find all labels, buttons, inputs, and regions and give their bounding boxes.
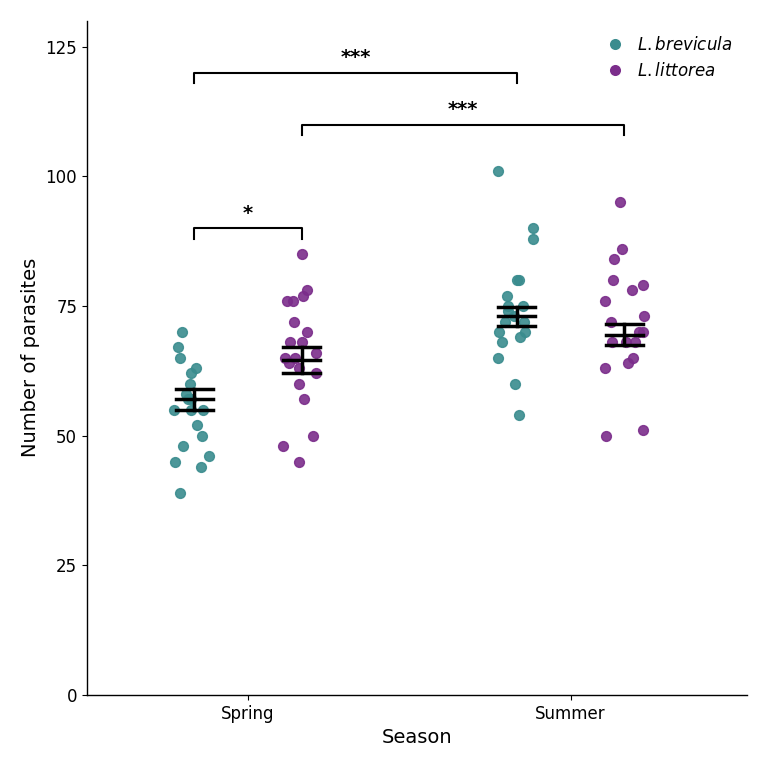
- Point: [492, 352, 505, 364]
- Y-axis label: Number of parasites: Number of parasites: [21, 258, 40, 458]
- Point: [502, 305, 514, 317]
- Point: [511, 274, 524, 286]
- Point: [279, 352, 291, 364]
- Point: [174, 487, 186, 499]
- Point: [515, 331, 527, 343]
- Point: [607, 274, 619, 286]
- Point: [185, 393, 197, 406]
- Point: [606, 336, 618, 349]
- Point: [168, 403, 180, 415]
- Point: [204, 450, 216, 462]
- Point: [310, 367, 322, 379]
- Point: [492, 165, 504, 177]
- X-axis label: Season: Season: [382, 728, 452, 747]
- Point: [196, 429, 208, 442]
- Point: [300, 284, 313, 296]
- Point: [633, 326, 645, 338]
- Point: [527, 222, 539, 234]
- Text: ***: ***: [340, 48, 371, 68]
- Point: [637, 326, 649, 338]
- Point: [293, 378, 306, 390]
- Point: [180, 388, 193, 400]
- Point: [289, 352, 301, 364]
- Point: [281, 295, 293, 307]
- Point: [169, 455, 181, 468]
- Point: [310, 346, 322, 359]
- Point: [197, 403, 210, 415]
- Point: [182, 393, 194, 406]
- Point: [495, 336, 508, 349]
- Point: [600, 429, 612, 442]
- Point: [286, 295, 299, 307]
- Point: [185, 403, 197, 415]
- Point: [508, 310, 521, 323]
- Point: [637, 310, 650, 323]
- Point: [284, 336, 296, 349]
- Point: [172, 341, 184, 353]
- Point: [626, 284, 638, 296]
- Point: [604, 316, 617, 328]
- Point: [616, 243, 628, 255]
- Point: [502, 300, 515, 312]
- Point: [499, 316, 511, 328]
- Point: [614, 196, 626, 208]
- Point: [300, 326, 313, 338]
- Point: [598, 295, 611, 307]
- Point: [298, 393, 310, 406]
- Point: [608, 253, 621, 266]
- Point: [190, 362, 202, 374]
- Text: *: *: [243, 204, 253, 223]
- Point: [518, 316, 530, 328]
- Point: [293, 455, 306, 468]
- Point: [622, 357, 634, 369]
- Point: [519, 326, 531, 338]
- Point: [513, 274, 525, 286]
- Point: [637, 279, 650, 291]
- Point: [296, 248, 309, 260]
- Point: [283, 357, 296, 369]
- Point: [620, 336, 632, 349]
- Point: [627, 352, 639, 364]
- Point: [190, 419, 203, 432]
- Point: [297, 290, 310, 302]
- Point: [501, 290, 513, 302]
- Point: [307, 429, 319, 442]
- Point: [493, 326, 505, 338]
- Text: ***: ***: [448, 101, 478, 119]
- Point: [598, 362, 611, 374]
- Point: [509, 378, 521, 390]
- Point: [293, 362, 305, 374]
- Point: [174, 352, 187, 364]
- Point: [629, 336, 641, 349]
- Legend: $\it{L.brevicula}$, $\it{L.littorea}$: $\it{L.brevicula}$, $\it{L.littorea}$: [592, 29, 739, 87]
- Point: [184, 378, 197, 390]
- Point: [517, 300, 529, 312]
- Point: [276, 440, 289, 452]
- Point: [185, 367, 197, 379]
- Point: [176, 326, 188, 338]
- Point: [195, 461, 207, 473]
- Point: [526, 233, 538, 245]
- Point: [296, 336, 308, 349]
- Point: [288, 316, 300, 328]
- Point: [177, 440, 189, 452]
- Point: [637, 424, 649, 436]
- Point: [513, 409, 525, 421]
